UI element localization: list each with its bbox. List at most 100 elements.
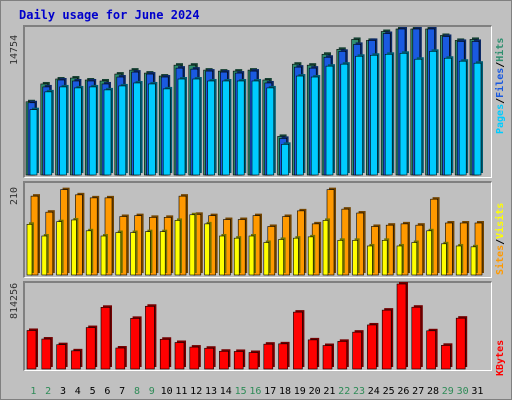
bar-pages-day-3	[59, 84, 69, 176]
bar-pages-day-13	[207, 78, 217, 176]
day-label-5: 5	[90, 386, 96, 397]
bar-kbytes-day-18	[278, 341, 290, 370]
bar-pages-day-21	[325, 64, 335, 176]
bar-sites-day-31	[470, 244, 478, 276]
bar-kbytes-day-19	[293, 310, 305, 370]
bar-pages-day-2	[44, 89, 54, 176]
bar-sites-day-9	[145, 229, 153, 276]
bar-pages-day-14	[222, 78, 232, 176]
bar-kbytes-day-25	[381, 308, 394, 370]
day-label-21: 21	[323, 386, 335, 397]
bar-kbytes-day-6	[100, 305, 112, 370]
day-label-13: 13	[205, 386, 217, 397]
bar-sites-day-4	[71, 217, 79, 276]
day-label-2: 2	[45, 386, 51, 397]
bar-kbytes-day-30	[455, 316, 468, 370]
bar-sites-day-14	[219, 234, 227, 276]
day-label-27: 27	[412, 386, 424, 397]
bar-kbytes-day-24	[367, 322, 379, 370]
bar-pages-day-7	[118, 83, 128, 176]
bar-kbytes-day-5	[85, 325, 98, 370]
bar-kbytes-day-29	[441, 343, 453, 370]
day-label-18: 18	[279, 386, 291, 397]
day-label-10: 10	[161, 386, 173, 397]
day-label-3: 3	[60, 386, 66, 397]
day-label-22: 22	[338, 386, 350, 397]
bar-pages-day-27	[414, 57, 424, 176]
bar-pages-day-24	[370, 53, 380, 176]
bar-pages-day-15	[236, 78, 247, 176]
bar-pages-day-30	[458, 59, 469, 176]
day-label-28: 28	[427, 386, 439, 397]
bar-kbytes-day-13	[204, 346, 216, 370]
bar-sites-day-22	[337, 238, 345, 276]
bar-pages-day-6	[103, 87, 113, 176]
day-label-14: 14	[220, 386, 232, 397]
bar-sites-day-6	[100, 234, 108, 276]
bar-pages-day-1	[29, 107, 39, 176]
bar-kbytes-day-2	[41, 337, 53, 370]
day-label-25: 25	[383, 386, 395, 397]
day-label-12: 12	[190, 386, 202, 397]
day-label-31: 31	[471, 386, 483, 397]
day-label-9: 9	[149, 386, 155, 397]
bar-pages-day-28	[429, 49, 439, 176]
bar-pages-day-26	[399, 51, 409, 176]
day-label-17: 17	[264, 386, 276, 397]
bar-sites-day-27	[411, 240, 419, 276]
day-label-23: 23	[353, 386, 365, 397]
bar-sites-day-28	[426, 228, 434, 276]
day-label-30: 30	[457, 386, 469, 397]
bar-sites-day-11	[174, 218, 182, 276]
bar-sites-day-12	[189, 212, 197, 276]
bar-pages-day-23	[355, 54, 365, 176]
bar-kbytes-day-17	[263, 342, 275, 370]
bar-kbytes-day-15	[233, 349, 246, 370]
bar-sites-day-25	[381, 238, 390, 276]
bar-kbytes-day-14	[219, 349, 231, 370]
bar-sites-day-18	[278, 237, 286, 276]
bar-pages-day-8	[133, 80, 143, 176]
bar-sites-day-17	[263, 240, 271, 276]
bar-kbytes-day-16	[248, 350, 260, 370]
day-label-4: 4	[75, 386, 81, 397]
bar-kbytes-day-7	[115, 346, 127, 370]
bar-sites-day-29	[441, 241, 449, 276]
bar-sites-day-5	[85, 228, 94, 276]
bar-kbytes-day-22	[337, 339, 349, 370]
day-label-20: 20	[309, 386, 321, 397]
bar-kbytes-day-27	[411, 305, 423, 370]
day-label-26: 26	[397, 386, 409, 397]
bar-sites-day-16	[248, 234, 256, 276]
bar-kbytes-day-11	[174, 340, 186, 370]
bar-kbytes-day-26	[396, 282, 408, 370]
bar-sites-day-13	[204, 221, 212, 276]
bar-pages-day-10	[162, 86, 173, 176]
bar-kbytes-day-23	[352, 330, 364, 370]
bar-sites-day-26	[396, 243, 404, 276]
bar-sites-day-15	[233, 236, 242, 276]
bar-sites-day-1	[26, 222, 34, 276]
bar-kbytes-day-9	[145, 304, 157, 370]
bar-kbytes-day-4	[71, 348, 83, 370]
bar-pages-day-9	[148, 81, 158, 176]
day-label-15: 15	[235, 386, 247, 397]
bar-pages-day-29	[444, 56, 454, 176]
day-label-6: 6	[104, 386, 110, 397]
bar-kbytes-day-20	[307, 337, 320, 370]
bar-kbytes-day-12	[189, 345, 201, 370]
bar-pages-day-5	[88, 84, 99, 176]
bar-pages-day-12	[192, 77, 202, 176]
bar-pages-day-19	[296, 74, 306, 176]
day-label-19: 19	[294, 386, 306, 397]
bar-kbytes-day-3	[56, 342, 68, 370]
bar-pages-day-25	[384, 52, 395, 176]
day-label-1: 1	[30, 386, 36, 397]
bar-pages-day-20	[310, 75, 321, 176]
bar-pages-day-22	[340, 62, 350, 176]
bar-pages-day-11	[177, 77, 187, 176]
bar-sites-day-8	[130, 230, 138, 276]
bar-kbytes-day-10	[159, 337, 172, 370]
